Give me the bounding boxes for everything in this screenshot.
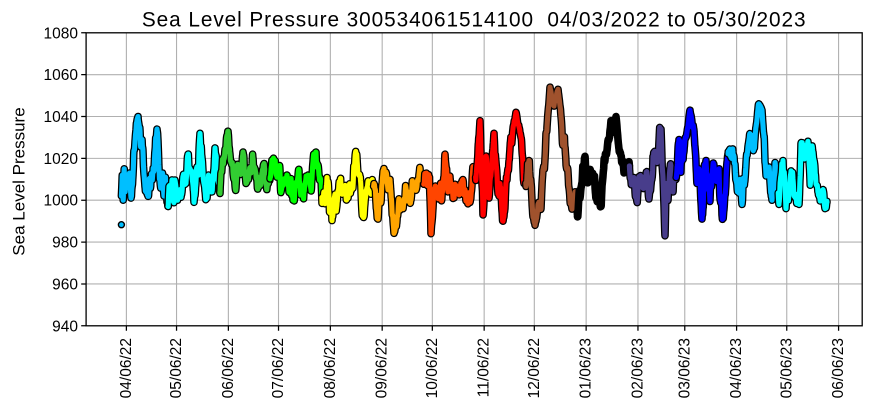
svg-text:960: 960 (52, 276, 78, 293)
svg-text:06/06/23: 06/06/23 (830, 338, 847, 398)
svg-text:04/06/23: 04/06/23 (728, 338, 745, 398)
svg-text:02/06/23: 02/06/23 (629, 338, 646, 398)
svg-text:1020: 1020 (44, 151, 79, 168)
svg-text:05/06/23: 05/06/23 (778, 338, 795, 398)
svg-text:01/06/23: 01/06/23 (578, 338, 595, 398)
svg-text:940: 940 (52, 318, 78, 335)
svg-text:1000: 1000 (44, 193, 79, 210)
svg-text:1060: 1060 (44, 67, 79, 84)
svg-text:1080: 1080 (44, 25, 79, 42)
svg-text:Sea Level Pressure 30053406151: Sea Level Pressure 300534061514100 04/03… (142, 8, 807, 31)
svg-text:08/06/22: 08/06/22 (322, 338, 339, 398)
svg-text:06/06/22: 06/06/22 (220, 338, 237, 398)
svg-text:04/06/22: 04/06/22 (118, 338, 135, 398)
svg-text:05/06/22: 05/06/22 (168, 338, 185, 398)
svg-text:12/06/22: 12/06/22 (526, 338, 543, 398)
svg-text:11/06/22: 11/06/22 (476, 338, 493, 397)
svg-text:07/06/22: 07/06/22 (270, 338, 287, 398)
svg-text:10/06/22: 10/06/22 (424, 338, 441, 398)
svg-text:09/06/22: 09/06/22 (374, 338, 391, 398)
svg-text:1040: 1040 (44, 109, 79, 126)
svg-text:Sea Level Pressure: Sea Level Pressure (10, 107, 29, 255)
svg-text:03/06/23: 03/06/23 (676, 338, 693, 398)
svg-text:980: 980 (52, 235, 78, 252)
